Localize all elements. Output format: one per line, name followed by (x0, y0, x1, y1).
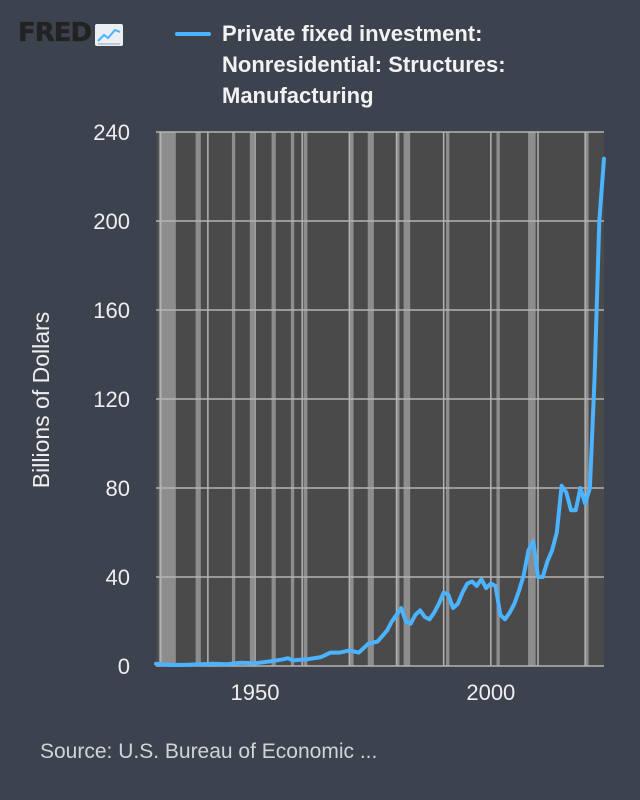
chart-header: FRED Private fixed investment: Nonreside… (0, 0, 640, 110)
y-tick-label-0: 0 (118, 654, 130, 679)
y-tick-label-160: 160 (93, 298, 130, 323)
y-tick-label-120: 120 (93, 387, 130, 412)
series-layer (154, 156, 606, 667)
legend-line-1: Private fixed investment: (222, 21, 483, 46)
y-axis-label: Billions of Dollars (28, 312, 54, 488)
logo-text: FRED (18, 18, 92, 48)
source-note: Source: U.S. Bureau of Economic ... (40, 740, 378, 763)
gridlines (156, 131, 604, 667)
y-tick-label-80: 80 (106, 476, 130, 501)
series-line-0 (154, 156, 606, 667)
legend-line-3: Manufacturing (222, 83, 374, 108)
fred-logo[interactable]: FRED (18, 18, 124, 48)
y-tick-label-240: 240 (93, 120, 130, 145)
legend-swatch (175, 32, 211, 36)
axes: 0 40 80 120 160 200 240 1950 2000 Billions of Dol… (28, 120, 515, 705)
line-chart-icon (95, 24, 124, 46)
legend-line-2: Nonresidential: Structures: (222, 52, 506, 77)
legend-label: Private fixed investment: Nonresidential… (222, 18, 632, 111)
y-tick-label-200: 200 (93, 209, 130, 234)
line-chart: 0 40 80 120 160 200 240 1950 2000 Billions of Dol… (28, 120, 606, 705)
y-tick-label-40: 40 (106, 565, 130, 590)
x-tick-label-2000: 2000 (466, 680, 515, 705)
x-tick-label-1950: 1950 (231, 680, 280, 705)
